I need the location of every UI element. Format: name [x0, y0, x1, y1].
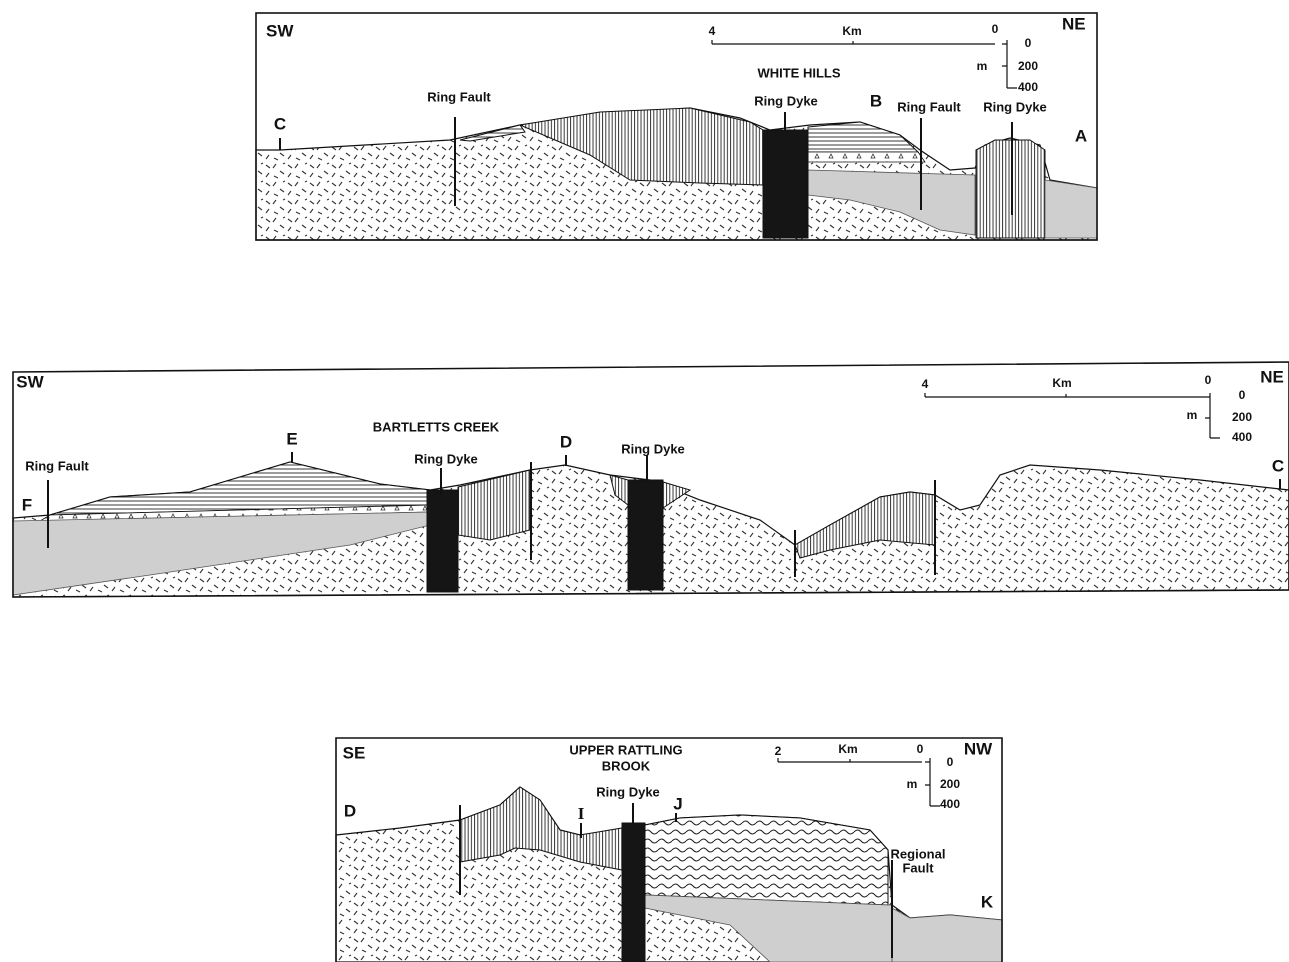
ring-dyke [622, 823, 645, 962]
metasediment [645, 815, 888, 905]
point: J [673, 794, 682, 813]
dyke-label: Ring Dyke [414, 451, 478, 466]
ring-dyke [427, 490, 458, 592]
point: D [560, 432, 572, 451]
point: E [286, 429, 297, 448]
dyke-label: Ring Dyke [754, 93, 818, 108]
scale-label: 0 [992, 22, 999, 36]
point: A [1075, 126, 1087, 145]
scale-label: m [1187, 408, 1198, 422]
scale-label: 200 [1232, 410, 1252, 424]
scale-label: Km [842, 24, 861, 38]
point: C [1272, 456, 1284, 475]
point: B [870, 91, 882, 110]
scale-bar [925, 393, 1220, 438]
scale-label: 2 [775, 744, 782, 758]
point: K [981, 892, 994, 911]
ring-dyke [763, 130, 808, 238]
direction: NE [1062, 14, 1086, 33]
fault-label: Fault [902, 860, 934, 875]
scale-label: 0 [917, 742, 924, 756]
direction: NW [964, 739, 993, 758]
scale-label: 0 [1025, 36, 1032, 50]
scale-label: 400 [940, 797, 960, 811]
direction: SW [16, 372, 44, 391]
section-bartletts-creek: SW NE BARTLETTS CREEK F E D C Ring Fault… [13, 362, 1289, 597]
fault-label: Ring Fault [25, 458, 89, 473]
scale-label: 200 [940, 777, 960, 791]
basement [1045, 180, 1097, 238]
dyke-label: Ring Dyke [621, 441, 685, 456]
scale-label: Km [838, 742, 857, 756]
cross-sections: SW NE WHITE HILLS C B A Ring Fault Ring … [0, 0, 1289, 962]
ring-dyke [628, 480, 663, 590]
direction: SW [266, 21, 294, 40]
scale-label: 200 [1018, 59, 1038, 73]
scale-label: m [977, 59, 988, 73]
point: D [344, 801, 356, 820]
scale-label: Km [1052, 376, 1071, 390]
scale-label: 0 [1205, 373, 1212, 387]
fault-label: Regional [891, 846, 946, 861]
dyke-label: Ring Dyke [596, 784, 660, 799]
direction: SE [343, 743, 366, 762]
scale-bar [712, 40, 1017, 88]
scale-label: 4 [922, 377, 929, 391]
direction: NE [1260, 367, 1284, 386]
sediment [808, 122, 918, 152]
point: I [578, 804, 585, 823]
title: BROOK [602, 758, 651, 773]
scale-label: 4 [709, 24, 716, 38]
fault-label: Ring Fault [427, 89, 491, 104]
fault-label: Ring Fault [897, 99, 961, 114]
basement [892, 908, 1002, 962]
volcanic [458, 470, 530, 540]
point: C [274, 114, 286, 133]
conglomerate [808, 152, 925, 162]
title: BARTLETTS CREEK [373, 419, 500, 434]
dyke-body [976, 140, 1045, 238]
section-white-hills: SW NE WHITE HILLS C B A Ring Fault Ring … [256, 13, 1097, 240]
scale-label: 400 [1018, 80, 1038, 94]
scale-label: m [907, 777, 918, 791]
point: F [22, 495, 32, 514]
scale-label: 0 [947, 755, 954, 769]
scale-label: 0 [1239, 388, 1246, 402]
title: UPPER RATTLING [569, 742, 682, 757]
dyke-label: Ring Dyke [983, 99, 1047, 114]
title: WHITE HILLS [757, 65, 840, 80]
section-upper-rattling-brook: SE NW UPPER RATTLING BROOK D I J K Ring … [336, 738, 1002, 962]
scale-label: 400 [1232, 430, 1252, 444]
